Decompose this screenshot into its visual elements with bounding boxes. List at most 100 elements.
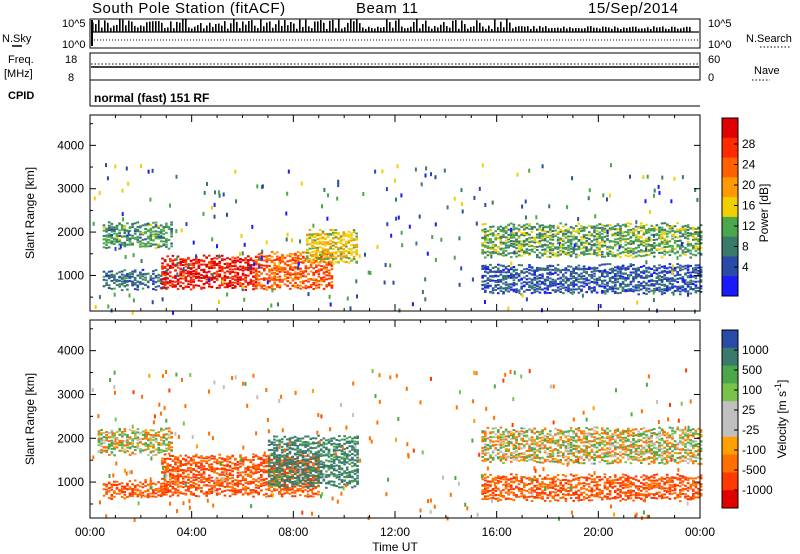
data-cell: [481, 236, 484, 239]
data-cell: [355, 249, 358, 252]
data-cell: [141, 433, 145, 436]
data-cell: [176, 461, 180, 464]
data-cell: [627, 252, 630, 255]
data-cell: [236, 256, 240, 259]
data-cell: [221, 471, 224, 474]
data-cell: [182, 261, 185, 264]
data-cell: [546, 255, 549, 258]
noise-sky-bar: [377, 26, 379, 32]
data-cell: [585, 279, 588, 282]
data-cell: [668, 240, 672, 243]
data-cell: [694, 233, 698, 235]
data-cell: [334, 256, 338, 259]
power-cbar-tick-label: 20: [742, 178, 756, 192]
data-cell: [115, 234, 119, 237]
data-cell: [507, 228, 510, 231]
data-cell: [166, 268, 169, 271]
data-cell: [131, 489, 134, 492]
data-cell: [679, 247, 682, 250]
data-cell: [533, 278, 536, 281]
data-cell: [494, 285, 497, 288]
data-cell: [681, 229, 685, 232]
data-cell: [668, 263, 672, 266]
data-cell: [489, 291, 492, 294]
data-cell: [309, 284, 313, 286]
data-cell: [223, 263, 227, 265]
scatter-cell: [619, 270, 622, 275]
data-cell: [619, 240, 622, 243]
data-cell: [163, 265, 167, 268]
data-cell: [268, 276, 271, 279]
data-cell: [149, 277, 153, 280]
scatter-cell: [285, 237, 288, 242]
data-cell: [577, 230, 581, 233]
data-cell: [679, 277, 682, 280]
data-cell: [567, 244, 570, 247]
data-cell: [668, 266, 672, 269]
data-cell: [113, 445, 116, 448]
data-cell: [699, 231, 703, 233]
data-cell: [549, 226, 552, 229]
data-cell: [278, 256, 282, 259]
data-cell: [276, 276, 279, 279]
data-cell: [507, 233, 510, 236]
data-cell: [276, 267, 279, 270]
data-cell: [655, 224, 659, 227]
data-cell: [686, 283, 690, 286]
data-cell: [189, 464, 193, 467]
data-cell: [255, 287, 258, 290]
data-cell: [163, 487, 167, 490]
data-cell: [252, 285, 255, 288]
data-cell: [126, 275, 129, 277]
data-cell: [339, 259, 343, 262]
data-cell: [100, 448, 103, 451]
data-cell: [549, 242, 552, 245]
data-cell: [572, 227, 575, 230]
data-cell: [210, 264, 214, 267]
data-cell: [627, 231, 630, 234]
data-cell: [184, 279, 188, 282]
data-cell: [165, 270, 168, 272]
noise-sky-bar: [590, 26, 592, 32]
data-cell: [133, 491, 137, 494]
data-cell: [684, 264, 687, 267]
noise-sky-bar: [527, 26, 529, 32]
noise-sky-bar: [506, 19, 508, 32]
data-cell: [517, 240, 521, 243]
data-cell: [543, 283, 547, 286]
data-cell: [157, 279, 160, 282]
data-cell: [334, 252, 338, 255]
data-cell: [128, 436, 132, 439]
data-cell: [299, 287, 302, 290]
data-cell: [165, 245, 168, 248]
data-cell: [126, 284, 129, 287]
data-cell: [507, 246, 510, 249]
scatter-cell: [328, 294, 331, 299]
data-cell: [530, 228, 534, 231]
data-cell: [658, 248, 661, 251]
data-cell: [113, 240, 116, 243]
data-cell: [491, 248, 495, 251]
data-cell: [603, 287, 607, 290]
data-cell: [528, 233, 531, 236]
data-cell: [337, 233, 340, 236]
data-cell: [123, 485, 127, 488]
scatter-cell: [114, 246, 117, 251]
data-cell: [512, 228, 516, 231]
data-cell: [244, 285, 247, 288]
noise-sky-bar: [317, 21, 319, 32]
data-cell: [263, 269, 266, 272]
data-cell: [189, 288, 193, 291]
data-cell: [330, 263, 334, 266]
data-cell: [118, 238, 121, 241]
power-cbar-swatch: [722, 216, 738, 238]
data-cell: [152, 439, 155, 441]
data-cell: [629, 274, 633, 277]
data-cell: [218, 457, 221, 459]
data-cell: [598, 246, 601, 249]
data-cell: [202, 471, 206, 474]
scatter-cell: [218, 193, 221, 198]
data-cell: [210, 262, 214, 264]
data-cell: [621, 275, 625, 278]
data-cell: [200, 274, 203, 277]
